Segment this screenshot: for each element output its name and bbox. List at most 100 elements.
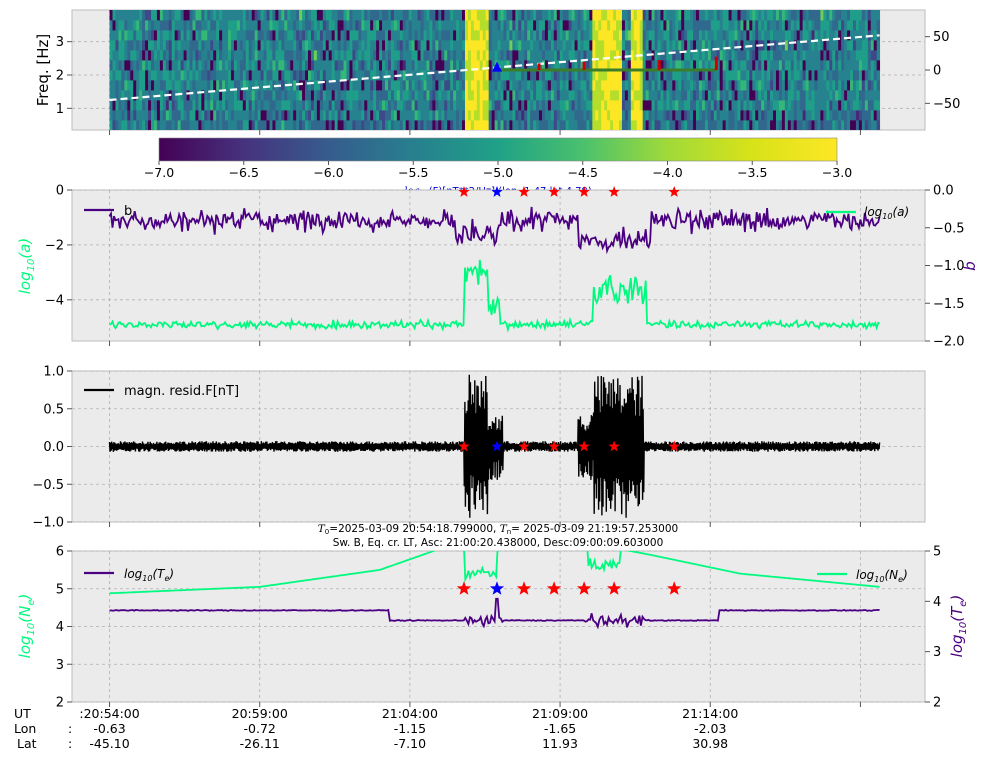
spectrogram-cell xyxy=(385,70,389,81)
spectrogram-cell xyxy=(811,100,815,111)
spectrogram-cell xyxy=(115,120,119,130)
spectrogram-cell xyxy=(811,10,815,21)
spectrogram-cell xyxy=(512,10,516,21)
spectrogram-cell xyxy=(444,20,448,31)
spectrogram-cell xyxy=(767,90,771,101)
spectrogram-cell xyxy=(610,40,614,51)
event-star xyxy=(458,440,470,452)
spectrogram-cell xyxy=(136,50,140,61)
spectrogram-cell xyxy=(204,100,208,111)
spectrogram-cell xyxy=(287,90,291,101)
spectrogram-cell xyxy=(832,60,836,71)
spectrogram-cell xyxy=(527,20,531,31)
spectrogram-cell xyxy=(512,80,516,91)
spectrogram-cell xyxy=(592,80,596,91)
spectrogram-cell xyxy=(432,120,436,130)
spectrogram-cell xyxy=(287,70,291,81)
spectrogram-cell xyxy=(130,30,134,41)
spectrogram-cell xyxy=(740,20,744,31)
spectrogram-cell xyxy=(109,40,113,51)
spectrogram-cell xyxy=(124,60,128,71)
spectrogram-cell xyxy=(204,90,208,101)
spectrogram-cell xyxy=(852,10,857,21)
spectrogram-cell xyxy=(716,80,721,91)
spectrogram-cell xyxy=(316,20,321,31)
spectrogram-cell xyxy=(470,100,475,111)
spectrogram-cell xyxy=(544,40,549,51)
event-star xyxy=(578,186,590,197)
spectrogram-cell xyxy=(257,50,262,61)
spectrogram-cell xyxy=(562,20,567,31)
spectrogram-cell xyxy=(802,60,806,71)
spectrogram-cell xyxy=(844,120,848,130)
spectrogram-cell xyxy=(177,120,182,130)
spectrogram-cell xyxy=(660,110,664,121)
spectrogram-cell xyxy=(586,40,590,51)
spectrogram-cell xyxy=(852,30,857,41)
spectrogram-cell xyxy=(337,20,341,31)
spectrogram-cell xyxy=(518,80,522,91)
spectrogram-cell xyxy=(376,30,380,41)
spectrogram-cell xyxy=(216,80,220,91)
spectrogram-cell xyxy=(639,90,644,101)
spectrogram-cell xyxy=(595,90,599,101)
spectrogram-cell xyxy=(867,40,872,51)
spectrogram-cell xyxy=(302,30,306,41)
spectrogram-cell xyxy=(693,10,697,21)
spectrogram-cell xyxy=(719,100,724,111)
spectrogram-cell xyxy=(698,110,703,121)
spectrogram-cell xyxy=(156,80,161,91)
spectrogram-cell xyxy=(515,100,519,111)
spectrogram-cell xyxy=(497,120,501,130)
spectrogram-cell xyxy=(476,100,481,111)
spectrogram-cell xyxy=(876,60,881,71)
spectrogram-cell xyxy=(269,40,273,51)
spectrogram-cell xyxy=(290,70,294,81)
spectrogram-cell xyxy=(195,60,199,71)
spectrogram-cell xyxy=(675,90,679,101)
spectrogram-cell xyxy=(870,90,875,101)
spectrogram-cell xyxy=(861,90,866,101)
spectrogram-cell xyxy=(719,50,724,61)
spectrogram-cell xyxy=(367,120,371,130)
spectrogram-cell xyxy=(586,120,590,130)
spectrogram-cell xyxy=(586,20,590,31)
spectrogram-cell xyxy=(130,10,134,21)
spectrogram-cell xyxy=(725,50,729,61)
spectrogram-cell xyxy=(550,80,555,91)
event-star xyxy=(456,581,472,595)
spectrogram-cell xyxy=(195,90,199,101)
spectrogram-cell xyxy=(743,30,747,41)
spectrogram-cell xyxy=(456,60,460,71)
spectrogram-cell xyxy=(870,70,875,81)
spectrogram-cell xyxy=(719,80,724,91)
spectrogram-cell xyxy=(417,100,421,111)
spectrogram-cell xyxy=(319,90,324,101)
spectrogram-cell xyxy=(666,90,670,101)
spectrogram-cell xyxy=(322,120,327,130)
spectrogram-cell xyxy=(254,20,259,31)
event-star xyxy=(489,581,505,595)
spectrogram-cell xyxy=(838,80,842,91)
spectrogram-cell xyxy=(423,90,427,101)
spectrogram-cell xyxy=(222,90,226,101)
spectrogram-cell xyxy=(811,80,815,91)
event-star xyxy=(578,440,590,452)
spectrogram-cell xyxy=(257,40,262,51)
spectrogram-cell xyxy=(399,50,404,61)
spectrogram-cell xyxy=(666,10,670,21)
lon-value: -0.72 xyxy=(244,721,276,736)
spectrogram-cell xyxy=(500,50,504,61)
spectrogram-cell xyxy=(811,30,815,41)
spectrogram-cell xyxy=(310,120,315,130)
spectrogram-cell xyxy=(541,10,546,21)
spectrogram-cell xyxy=(213,120,217,130)
spectrogram-cell xyxy=(704,100,709,111)
spectrogram-cell xyxy=(186,90,190,101)
spectrogram-cell xyxy=(491,80,495,91)
spectrogram-cell xyxy=(701,50,706,61)
spectrogram-cell xyxy=(696,30,700,41)
spectrogram-cell xyxy=(450,40,454,51)
spectrogram-cell xyxy=(485,80,490,91)
spectrogram-cell xyxy=(565,100,570,111)
